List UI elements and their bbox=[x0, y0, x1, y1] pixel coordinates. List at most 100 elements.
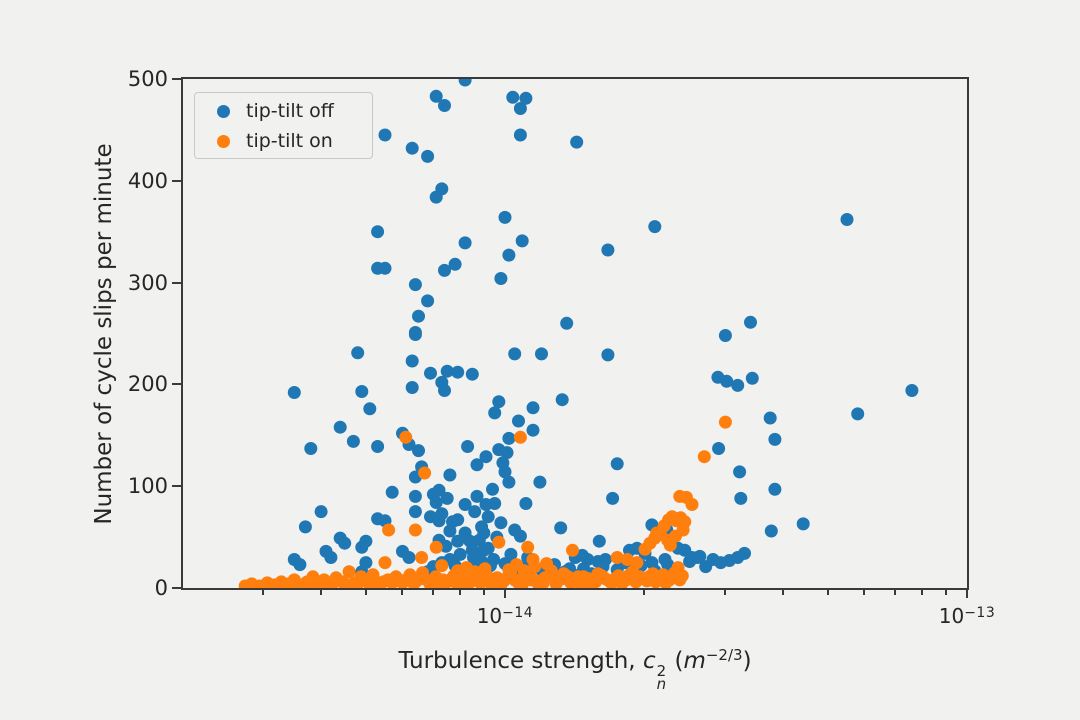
data-point-tip-tilt-off bbox=[592, 534, 606, 548]
data-point-tip-tilt-off bbox=[683, 555, 697, 568]
data-point-tip-tilt-off bbox=[535, 347, 548, 361]
data-point-tip-tilt-off bbox=[479, 450, 493, 464]
data-point-tip-tilt-off bbox=[408, 505, 422, 519]
data-point-tip-tilt-off bbox=[494, 272, 508, 285]
data-point-tip-tilt-off bbox=[408, 489, 422, 503]
y-tick-label: 400 bbox=[127, 168, 168, 193]
data-point-tip-tilt-off bbox=[424, 366, 437, 380]
data-point-tip-tilt-off bbox=[502, 431, 516, 445]
data-point-tip-tilt-off bbox=[371, 440, 385, 453]
data-point-tip-tilt-off bbox=[371, 225, 385, 239]
data-point-tip-tilt-off bbox=[363, 402, 377, 416]
data-point-tip-tilt-off bbox=[355, 540, 369, 554]
data-point-tip-tilt-on bbox=[415, 551, 429, 564]
data-point-tip-tilt-on bbox=[676, 523, 690, 537]
data-point-tip-tilt-off bbox=[731, 378, 745, 392]
x-minor-tick-mark bbox=[944, 590, 947, 595]
plot-area: tip-tilt off tip-tilt on bbox=[181, 77, 969, 590]
legend-label-tip-tilt-on: tip-tilt on bbox=[246, 129, 333, 152]
data-point-tip-tilt-off bbox=[465, 367, 479, 381]
data-point-tip-tilt-on bbox=[338, 578, 352, 588]
data-point-tip-tilt-off bbox=[468, 505, 482, 519]
data-point-tip-tilt-off bbox=[402, 551, 416, 564]
data-point-tip-tilt-on bbox=[285, 580, 299, 588]
data-point-tip-tilt-off bbox=[851, 407, 865, 421]
x-minor-tick-mark bbox=[724, 590, 727, 595]
y-tick-mark bbox=[172, 587, 181, 589]
data-point-tip-tilt-off bbox=[498, 210, 512, 224]
data-point-tip-tilt-on bbox=[515, 578, 529, 588]
y-tick-label: 0 bbox=[154, 576, 168, 600]
x-minor-tick-mark bbox=[921, 590, 924, 595]
y-axis-label: Number of cycle slips per minute bbox=[91, 143, 117, 525]
data-point-tip-tilt-off bbox=[555, 393, 569, 407]
x-minor-tick-mark bbox=[459, 590, 462, 595]
data-point-tip-tilt-off bbox=[458, 236, 472, 250]
data-point-tip-tilt-off bbox=[481, 510, 495, 524]
data-point-tip-tilt-off bbox=[412, 444, 425, 458]
data-point-tip-tilt-off bbox=[429, 190, 443, 204]
data-point-tip-tilt-off bbox=[500, 446, 514, 460]
data-point-tip-tilt-on bbox=[435, 559, 449, 573]
x-label-close-paren: ) bbox=[742, 648, 752, 674]
data-point-tip-tilt-on bbox=[663, 538, 677, 552]
data-point-tip-tilt-off bbox=[304, 442, 318, 455]
data-point-tip-tilt-off bbox=[355, 385, 369, 398]
x-label-text: Turbulence strength, bbox=[398, 648, 643, 674]
data-point-tip-tilt-off bbox=[519, 91, 533, 105]
x-minor-tick-mark bbox=[401, 590, 404, 595]
data-point-tip-tilt-off bbox=[508, 347, 522, 361]
data-point-tip-tilt-off bbox=[796, 517, 810, 531]
data-point-tip-tilt-off bbox=[293, 558, 307, 572]
data-point-tip-tilt-off bbox=[408, 278, 422, 292]
y-tick-mark bbox=[172, 383, 181, 386]
data-point-tip-tilt-on bbox=[675, 569, 689, 583]
data-point-tip-tilt-off bbox=[905, 384, 919, 397]
data-point-tip-tilt-off bbox=[504, 547, 518, 561]
y-tick-label: 500 bbox=[127, 67, 168, 91]
data-point-tip-tilt-off bbox=[477, 543, 491, 557]
data-point-tip-tilt-off bbox=[840, 213, 854, 226]
data-point-tip-tilt-on bbox=[378, 556, 392, 570]
data-point-tip-tilt-on bbox=[718, 415, 732, 429]
data-point-tip-tilt-off bbox=[421, 149, 435, 163]
data-point-tip-tilt-off bbox=[287, 386, 301, 399]
data-point-tip-tilt-on bbox=[407, 577, 421, 588]
y-tick-mark bbox=[172, 179, 181, 182]
data-point-tip-tilt-off bbox=[498, 465, 512, 479]
data-point-tip-tilt-off bbox=[554, 521, 568, 535]
data-point-tip-tilt-off bbox=[513, 529, 527, 543]
data-point-tip-tilt-off bbox=[515, 234, 529, 248]
data-point-tip-tilt-off bbox=[606, 491, 620, 505]
data-point-tip-tilt-off bbox=[314, 505, 328, 519]
data-point-tip-tilt-off bbox=[519, 497, 533, 510]
data-point-tip-tilt-on bbox=[272, 579, 286, 588]
x-label-variable-c: c bbox=[642, 648, 656, 674]
data-point-tip-tilt-off bbox=[768, 482, 782, 496]
data-point-tip-tilt-on bbox=[408, 523, 422, 537]
data-point-tip-tilt-off bbox=[733, 465, 747, 479]
data-point-tip-tilt-off bbox=[506, 90, 520, 104]
data-point-tip-tilt-on bbox=[521, 540, 535, 554]
data-point-tip-tilt-off bbox=[560, 316, 574, 330]
data-point-tip-tilt-on bbox=[468, 565, 482, 579]
y-tick-mark bbox=[172, 281, 181, 284]
data-point-tip-tilt-off bbox=[502, 248, 516, 262]
data-point-tip-tilt-on bbox=[697, 450, 711, 464]
data-point-tip-tilt-off bbox=[470, 489, 484, 503]
data-point-tip-tilt-off bbox=[405, 354, 419, 368]
data-point-tip-tilt-off bbox=[439, 539, 453, 553]
data-point-tip-tilt-off bbox=[448, 257, 462, 271]
y-tick-mark bbox=[172, 78, 181, 80]
legend-item-tip-tilt-on: tip-tilt on bbox=[195, 126, 372, 156]
data-point-tip-tilt-on bbox=[385, 576, 399, 588]
data-point-tip-tilt-on bbox=[610, 551, 624, 564]
data-point-tip-tilt-off bbox=[338, 536, 352, 550]
data-point-tip-tilt-off bbox=[438, 99, 451, 112]
x-minor-tick-mark bbox=[643, 590, 646, 595]
data-point-tip-tilt-on bbox=[492, 535, 506, 549]
data-point-tip-tilt-off bbox=[648, 220, 662, 234]
x-label-superscript: 2 bbox=[656, 661, 667, 680]
